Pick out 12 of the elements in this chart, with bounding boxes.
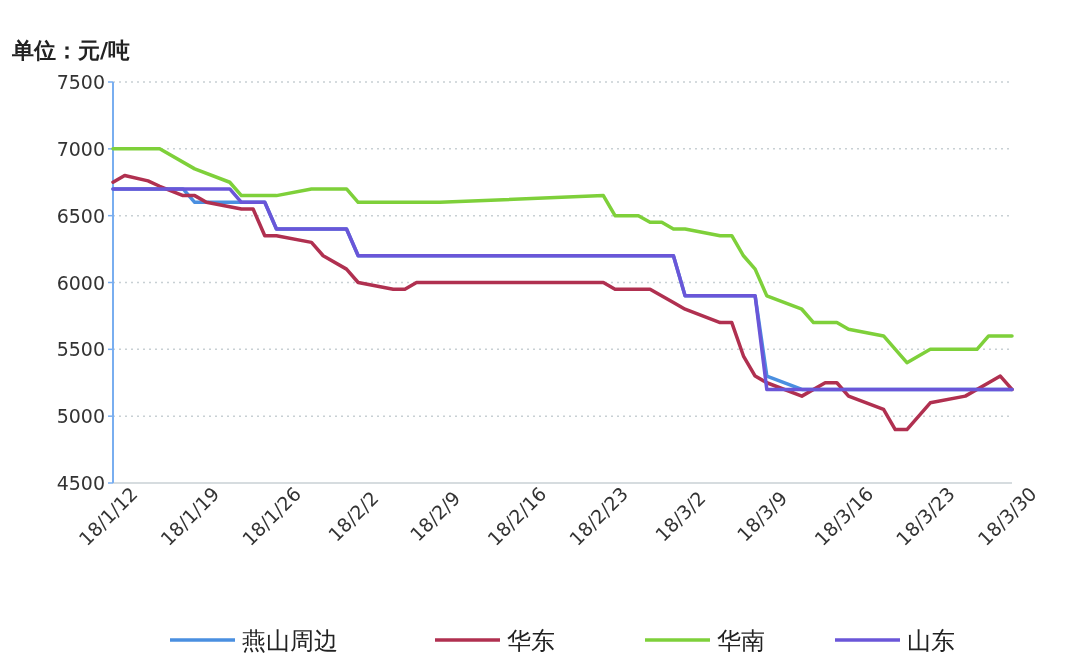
y-tick-label: 6500: [56, 204, 105, 227]
legend-label: 山东: [907, 627, 955, 655]
legend-label: 华东: [507, 627, 555, 655]
legend-label: 华南: [717, 627, 765, 655]
y-tick-label: 7000: [56, 137, 105, 160]
y-tick-label: 4500: [56, 472, 105, 494]
y-axis-title: 单位：元/吨: [11, 38, 131, 63]
y-tick-label: 6000: [56, 271, 105, 294]
y-tick-label: 5000: [56, 405, 105, 428]
y-tick-label: 7500: [56, 71, 105, 93]
y-tick-label: 5500: [56, 338, 105, 361]
legend-label: 燕山周边: [242, 627, 338, 655]
